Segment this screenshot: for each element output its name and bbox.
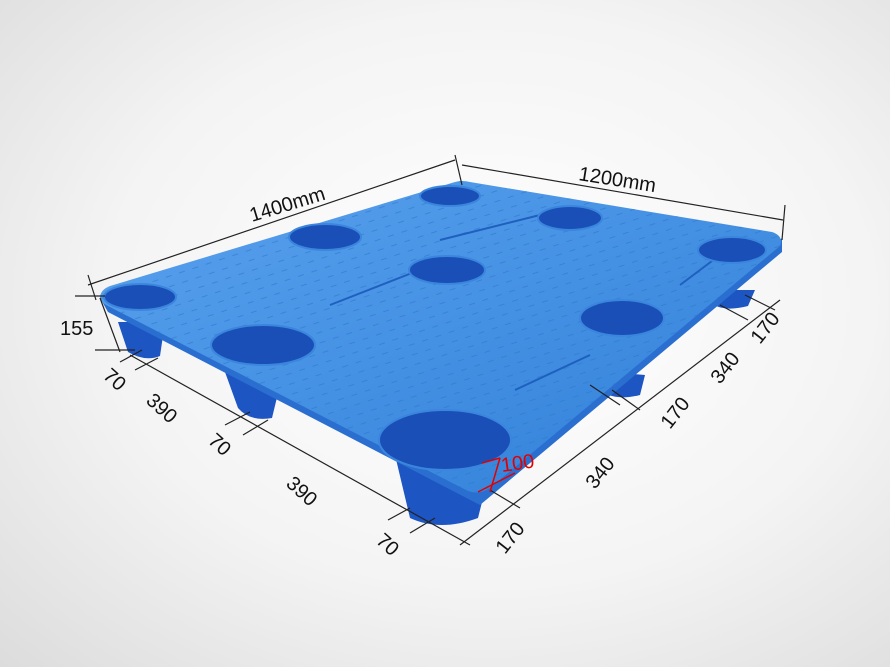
length-segment-2: 390: [142, 389, 182, 428]
height-label: 155: [60, 318, 93, 340]
leg-width-dimension-lines: [477, 457, 516, 493]
width-segment-2: 340: [582, 453, 620, 493]
length-label: 1400mm: [247, 183, 328, 227]
dimension-lines: [75, 154, 786, 546]
width-segment-1: 170: [492, 518, 530, 558]
width-segment-3: 170: [657, 393, 695, 433]
length-segment-4: 390: [282, 472, 322, 511]
length-segment-3: 70: [204, 429, 235, 460]
deck-holes: [103, 185, 767, 471]
length-segment-5: 70: [372, 529, 403, 560]
width-segment-5: 170: [747, 308, 785, 348]
leg-width-label: 100: [500, 451, 536, 477]
length-segment-1: 70: [99, 364, 130, 395]
width-segment-4: 340: [707, 348, 745, 388]
